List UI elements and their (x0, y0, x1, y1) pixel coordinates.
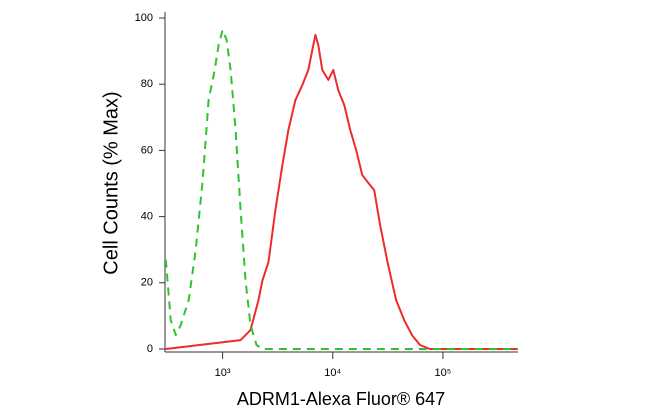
series-line (164, 28, 518, 350)
x-tick-label: 10³ (215, 367, 231, 379)
x-tick-label: 10⁴ (324, 367, 341, 379)
y-axis-title: Cell Counts (% Max) (100, 91, 122, 274)
y-tick-label: 80 (141, 78, 153, 90)
x-axis-title: ADRM1-Alexa Fluor® 647 (237, 389, 445, 409)
y-tick-label: 60 (141, 144, 153, 156)
y-tick-label: 0 (147, 343, 153, 355)
y-tick-label: 20 (141, 277, 153, 289)
y-tick-label: 100 (135, 12, 153, 24)
x-tick-label: 10⁵ (435, 367, 452, 379)
series-line (165, 33, 518, 350)
y-tick-label: 40 (141, 211, 153, 223)
